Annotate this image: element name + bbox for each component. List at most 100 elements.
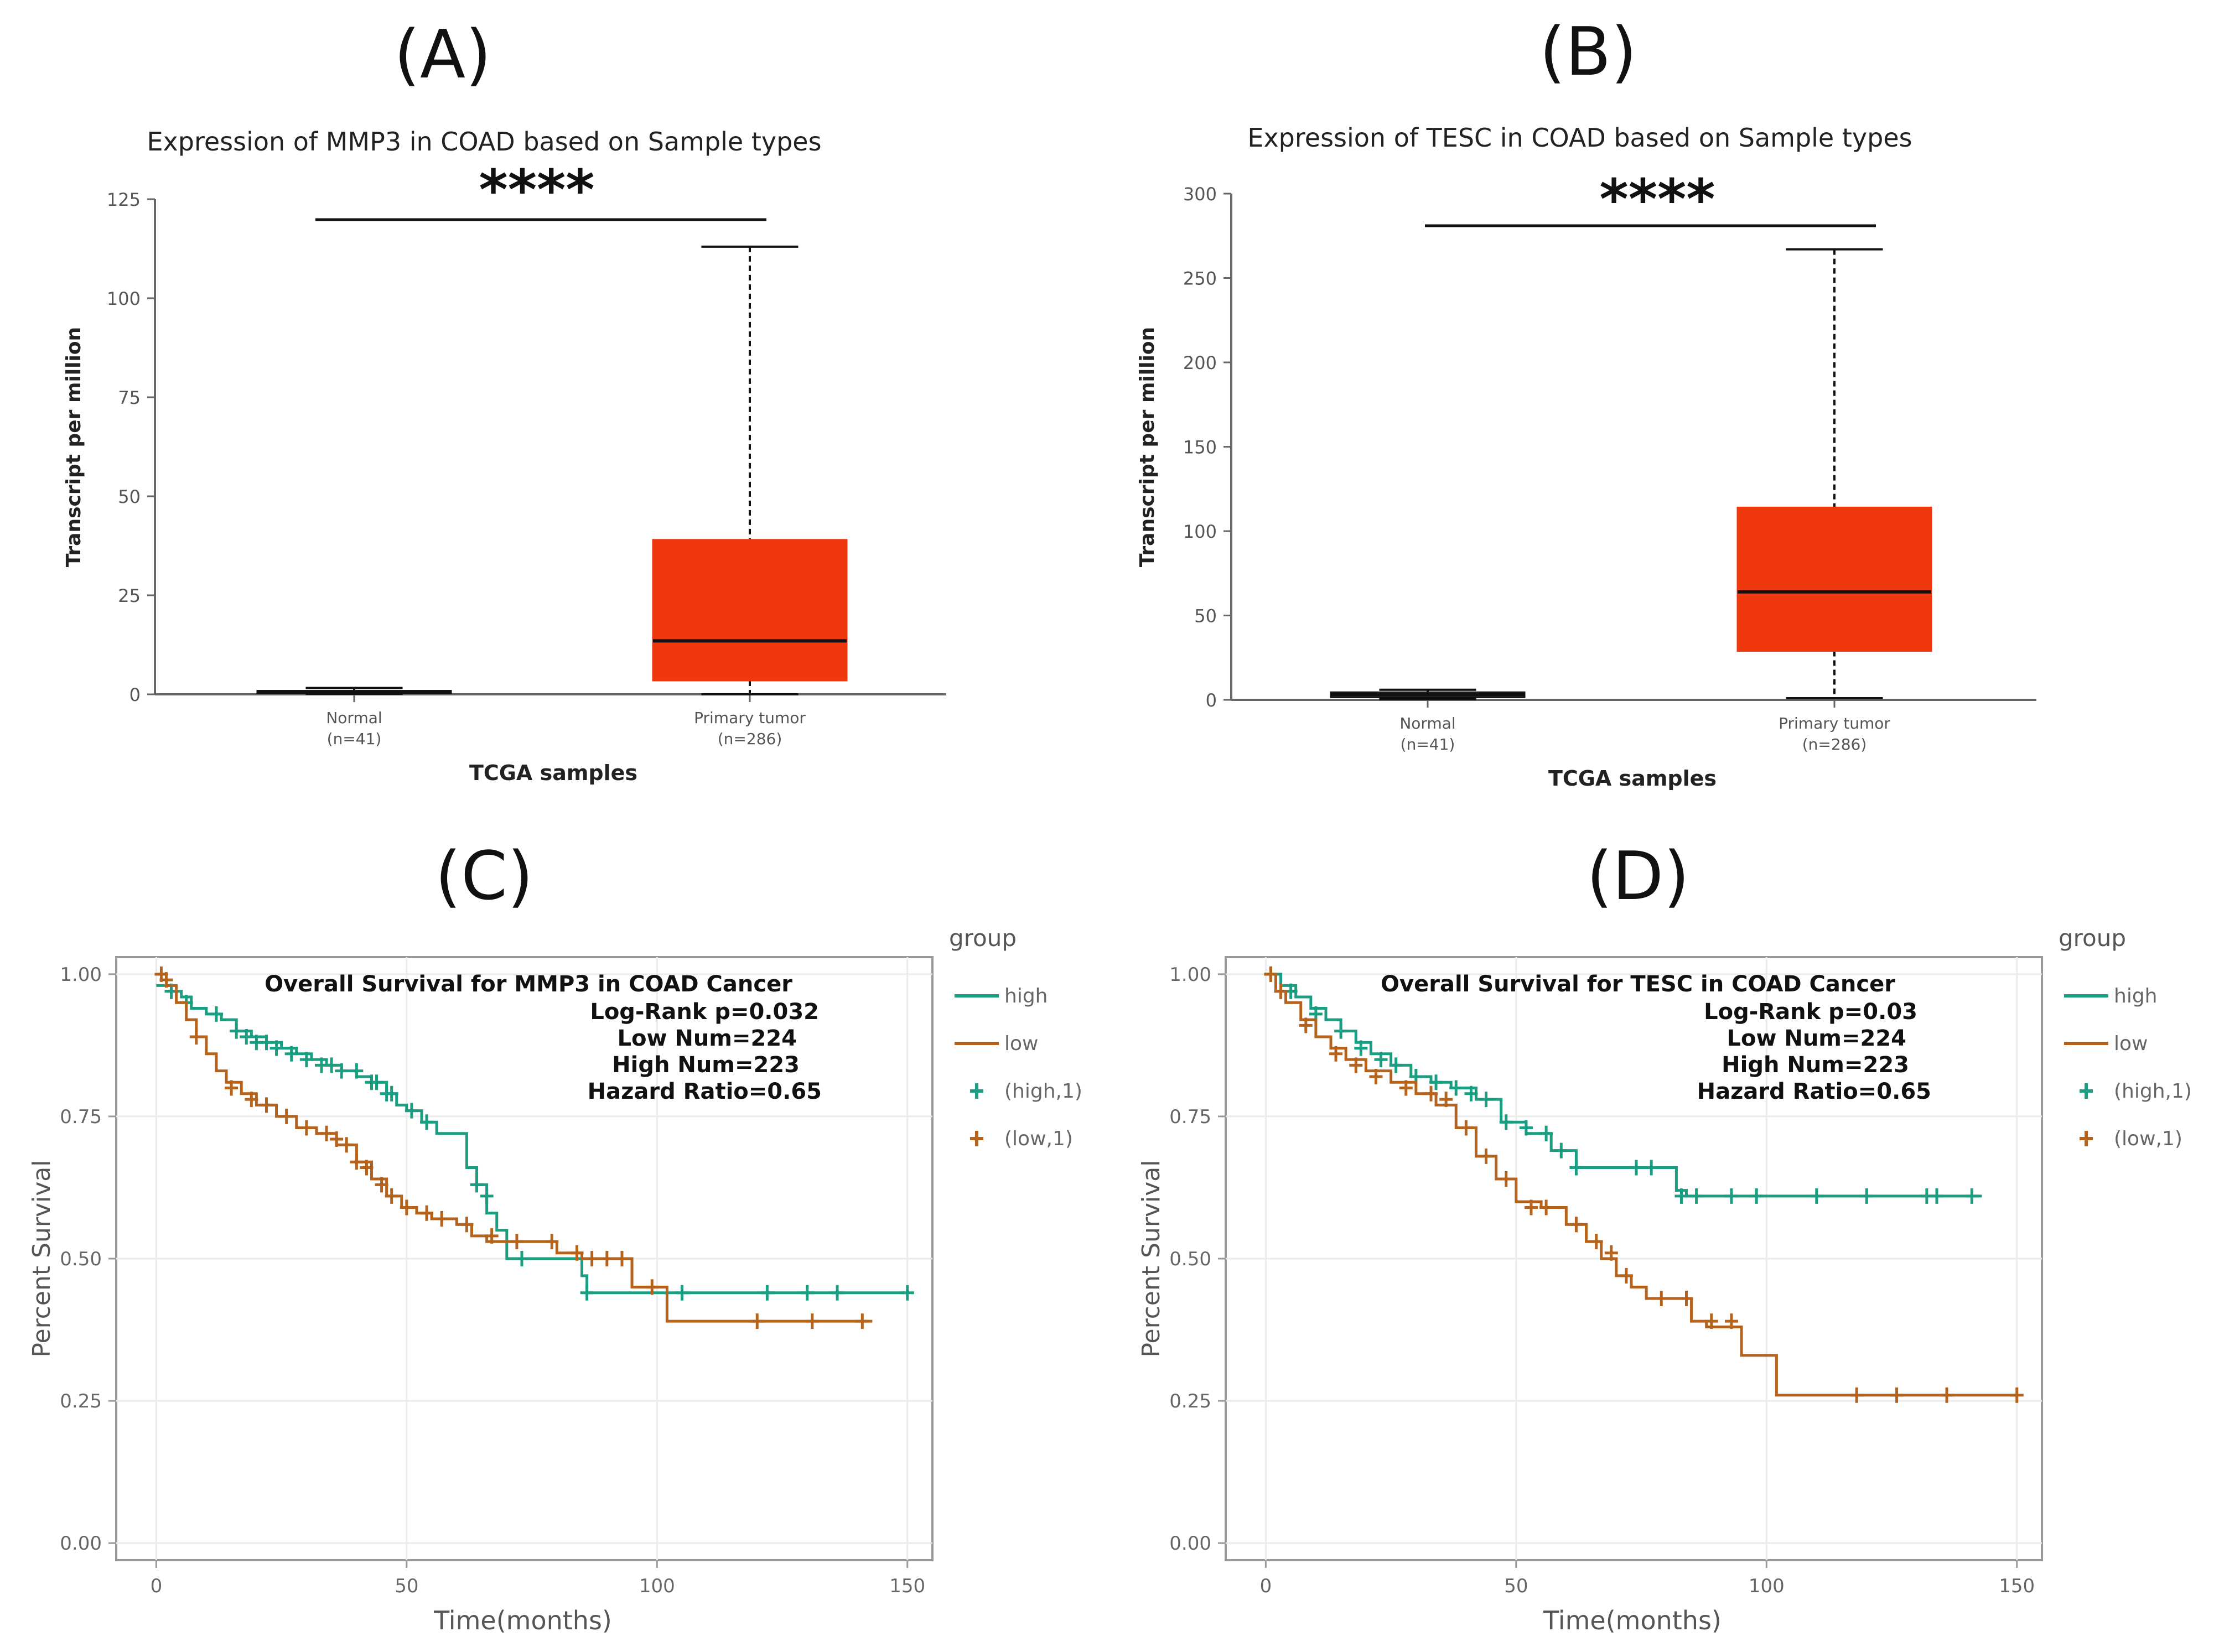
censor-mark-high: [405, 1103, 418, 1119]
y-tick-label: 0: [129, 684, 141, 705]
panel-b-significance: ****: [1599, 167, 1715, 232]
censor-mark-high: [1554, 1142, 1568, 1159]
censor-mark-low: [1479, 1148, 1493, 1164]
censor-mark-low: [1679, 1290, 1693, 1306]
censor-mark-low: [1890, 1387, 1904, 1403]
x-tick-label: 100: [639, 1575, 675, 1597]
censor-mark-high: [370, 1074, 383, 1090]
panel-d-xlabel: Time(months): [1543, 1606, 1722, 1635]
survival-curve-low: [156, 973, 873, 1323]
censor-mark-high: [1645, 1160, 1658, 1176]
censor-mark-low: [1619, 1267, 1633, 1284]
censor-mark-high: [269, 1040, 283, 1056]
legend-label: (high,1): [1004, 1080, 1082, 1103]
censor-mark-low: [1604, 1245, 1618, 1261]
censor-mark-high: [1389, 1057, 1403, 1073]
censor-mark-low: [1264, 966, 1278, 982]
y-tick-label: 50: [118, 486, 141, 507]
panel-c-plot: 0 50 100 150 0.00 0.25 0.50 0.75 1.00 group high lo…: [60, 924, 1082, 1597]
censor-mark-high: [900, 1285, 914, 1301]
censor-mark-low: [245, 1092, 258, 1108]
box: [1736, 506, 1932, 652]
y-tick-label: 1.00: [60, 964, 102, 986]
panel-d-stat-4: Hazard Ratio=0.65: [1697, 1079, 1931, 1104]
censor-mark-high: [1479, 1092, 1493, 1108]
panel-c-stat-2: Low Num=224: [618, 1026, 797, 1051]
censor-mark-low: [159, 972, 173, 988]
panel-d-stat-1: Log-Rank p=0.03: [1704, 999, 1917, 1025]
panel-d-stat-3: High Num=223: [1722, 1052, 1909, 1078]
censor-mark-low: [1499, 1171, 1513, 1187]
censor-mark-low: [1704, 1313, 1718, 1329]
panel-c-title: Overall Survival for MMP3 in COAD Cancer: [265, 972, 792, 997]
panel-c-stat-3: High Num=223: [612, 1052, 800, 1078]
y-tick-label: 100: [107, 288, 141, 309]
censor-mark-low: [1539, 1199, 1553, 1215]
legend-title: group: [949, 924, 1017, 952]
y-tick-label: 0.25: [1169, 1390, 1211, 1412]
censor-mark-high: [1860, 1188, 1874, 1204]
censor-mark-low: [750, 1313, 764, 1329]
censor-mark-low: [299, 1120, 313, 1136]
censor-mark-high: [385, 1085, 398, 1102]
censor-mark-high: [1569, 1160, 1583, 1176]
censor-mark-low: [1655, 1290, 1668, 1306]
censor-mark-low: [330, 1131, 344, 1147]
panel-a-significance: ****: [479, 158, 594, 222]
censor-mark-low: [600, 1251, 614, 1266]
panel-b-plot: 0 50 100 150 200 250 300 Normal (n=41) Primary tu…: [1183, 184, 2036, 754]
censor-mark-low: [375, 1177, 388, 1193]
y-tick-label: 0.00: [60, 1532, 102, 1555]
censor-mark-high: [470, 1177, 484, 1193]
panel-c-stat-4: Hazard Ratio=0.65: [588, 1079, 822, 1104]
x-tick-label: Normal: [326, 709, 382, 727]
censor-mark-low: [1349, 1057, 1363, 1073]
legend-key-cross: [970, 1131, 983, 1146]
y-tick-label: 200: [1183, 352, 1217, 373]
censor-mark-high: [1965, 1188, 1979, 1204]
panel-d: (D) 0 50 100 150 0.00 0.25 0.50 0.75 1.00 group hi…: [1137, 838, 2192, 1635]
censor-mark-high: [831, 1285, 844, 1301]
panel-a-xlabel: TCGA samples: [469, 761, 637, 785]
censor-mark-low: [460, 1217, 474, 1233]
censor-mark-high: [420, 1114, 434, 1130]
x-tick-count-label: (n=41): [327, 730, 382, 748]
censor-mark-high: [515, 1251, 528, 1266]
censor-mark-high: [675, 1285, 689, 1301]
y-tick-label: 150: [1183, 437, 1217, 458]
censor-mark-high: [1429, 1074, 1443, 1090]
y-tick-label: 0.50: [60, 1248, 102, 1270]
panel-b-title: Expression of TESC in COAD based on Samp…: [1247, 123, 1912, 153]
panel-c-xlabel: Time(months): [433, 1606, 612, 1635]
censor-mark-low: [1399, 1080, 1413, 1096]
censor-mark-high: [1499, 1114, 1513, 1130]
legend-label: (low,1): [1004, 1128, 1073, 1150]
legend-key-cross: [2080, 1083, 2093, 1099]
y-tick-label: 0.00: [1169, 1532, 1211, 1555]
x-tick-count-label: (n=286): [1802, 735, 1867, 754]
y-tick-label: 125: [107, 189, 141, 210]
legend-label: low: [1004, 1032, 1038, 1055]
censor-mark-high: [1930, 1188, 1943, 1204]
legend-label: high: [2114, 985, 2158, 1007]
panel-c-stat-1: Log-Rank p=0.032: [590, 999, 819, 1025]
censor-mark-low: [570, 1245, 584, 1261]
censor-mark-low: [805, 1313, 819, 1329]
censor-mark-low: [1439, 1092, 1453, 1108]
censor-mark-high: [1630, 1160, 1643, 1176]
y-tick-label: 0.50: [1169, 1248, 1211, 1270]
censor-mark-low: [1940, 1387, 1954, 1403]
panel-a-ylabel: Transcript per million: [63, 327, 85, 567]
censor-mark-high: [1519, 1120, 1533, 1136]
censor-mark-high: [1464, 1085, 1478, 1102]
y-tick-label: 300: [1183, 184, 1217, 205]
censor-mark-low: [510, 1234, 523, 1250]
legend-title: group: [2059, 924, 2126, 952]
legend-label: low: [2114, 1032, 2148, 1055]
panel-a-label: (A): [394, 17, 491, 93]
censor-mark-low: [2010, 1387, 2024, 1403]
censor-mark-high: [760, 1285, 774, 1301]
censor-mark-high: [1674, 1188, 1688, 1204]
censor-mark-low: [1424, 1085, 1438, 1102]
